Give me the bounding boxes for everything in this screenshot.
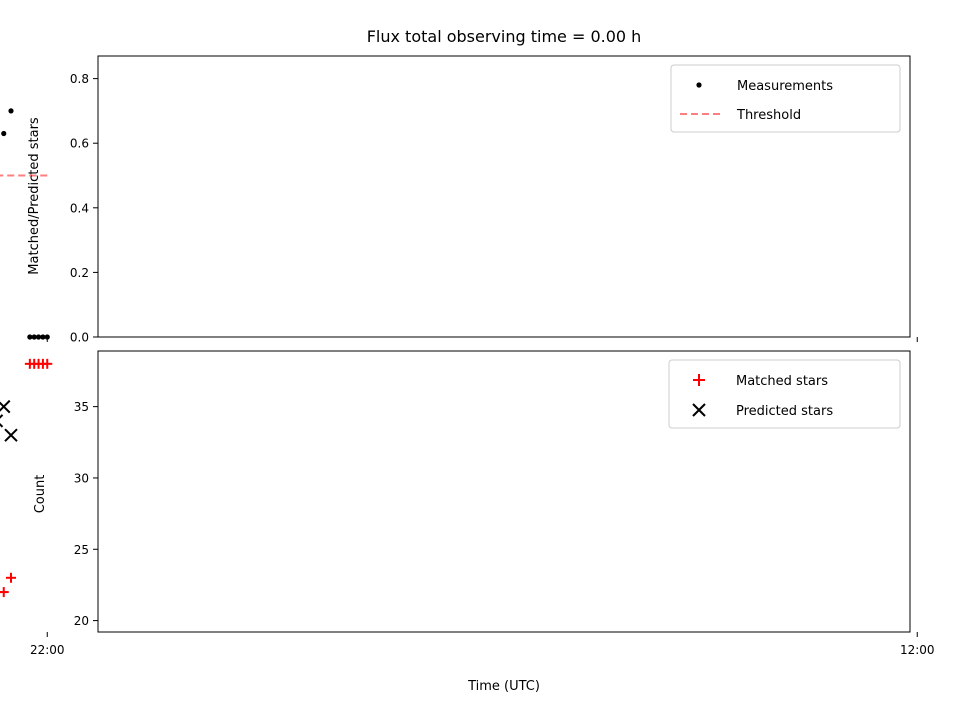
top-legend-box: [670, 64, 901, 133]
bottom-legend-box: [668, 359, 901, 429]
bottom-y-tick-label: 35: [74, 400, 89, 414]
measurements-point: [40, 334, 46, 340]
bottom-y-tick-label: 20: [74, 614, 89, 628]
measurements-point: [44, 334, 50, 340]
top-y-tick-label: 0.2: [70, 266, 89, 280]
measurements-point: [27, 334, 33, 340]
top-plot-marks: [0, 108, 50, 340]
predicted-stars-point: [0, 414, 4, 428]
predicted-stars-point: [4, 428, 18, 442]
measurements-point: [35, 334, 42, 340]
x-tick-label: 12:00: [900, 643, 935, 657]
bottom-y-axis: 20 25 30 35: [74, 400, 98, 628]
bottom-panel: 20 25 30 35 22:0000:0002:0004:0006:0008:001…: [0, 350, 935, 694]
top-y-axis: 0.0 0.2 0.4 0.6 0.8: [70, 72, 98, 345]
x-axis-label: Time (UTC): [467, 679, 540, 694]
bottom-y-tick-label: 25: [74, 543, 89, 557]
matched-stars-point: [24, 358, 35, 369]
bottom-y-axis-label: Count: [33, 475, 48, 514]
measurements-point: [31, 334, 37, 340]
legend-threshold-label: Threshold: [736, 108, 801, 123]
top-y-tick-label: 0.0: [70, 331, 89, 345]
top-y-tick-label: 0.8: [70, 72, 89, 86]
matched-stars-point: [6, 572, 16, 583]
top-y-axis-label: Matched/Predicted stars: [27, 117, 42, 275]
legend-measurements-marker: [696, 82, 702, 88]
legend-predicted-marker: [692, 403, 706, 417]
top-y-tick-label: 0.6: [70, 137, 89, 151]
legend-measurements-label: Measurements: [737, 79, 833, 94]
bottom-legend: Matched stars Predicted stars: [668, 359, 901, 429]
top-y-tick-label: 0.4: [70, 201, 89, 215]
legend-predicted-label: Predicted stars: [736, 404, 833, 419]
bottom-y-tick-label: 30: [74, 471, 89, 485]
chart-title: Flux total observing time = 0.00 h: [367, 27, 642, 46]
measurements-point: [8, 108, 14, 114]
top-legend: Measurements Threshold: [670, 64, 901, 133]
legend-matched-label: Matched stars: [736, 374, 828, 389]
measurements-point: [1, 130, 7, 137]
x-tick-label: 22:00: [30, 643, 65, 657]
predicted-stars-point: [0, 399, 11, 414]
top-panel: 0.00.20.40.60.8 Matched/Predicted stars …: [0, 55, 918, 345]
bottom-plot-marks: [0, 358, 53, 598]
legend-matched-marker: [693, 374, 705, 386]
